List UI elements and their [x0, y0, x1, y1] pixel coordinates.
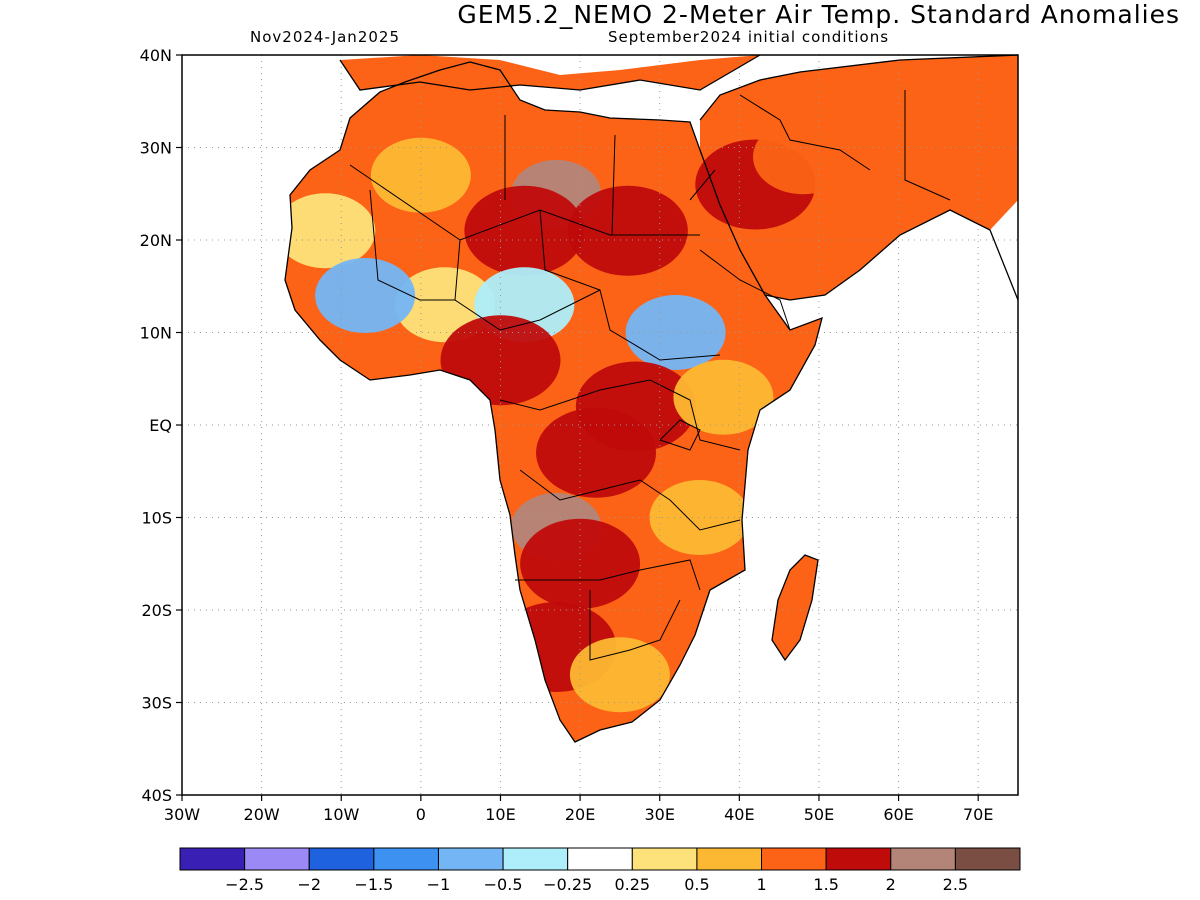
colorbar-labels: −2.5 −2 −1.5 −1 −0.5 −0.25 0.25 0.5 1 1.5 2 2.5	[225, 875, 968, 894]
africa-coastline	[284, 61, 823, 743]
colorbar-swatch	[825, 847, 892, 871]
latitude-axis: 40N 30N 20N 10N EQ 10S 20S 30S 40S	[140, 46, 182, 805]
colorbar-label: −1.5	[354, 875, 393, 894]
anomaly-region	[315, 258, 416, 333]
europe-coastline	[339, 54, 761, 91]
colorbar-label: 2	[886, 875, 896, 894]
gridlines	[182, 55, 1018, 795]
lon-tick-label: 40E	[724, 805, 754, 824]
colorbar-label: −0.5	[484, 875, 523, 894]
lat-tick-label: 10S	[141, 509, 172, 528]
initial-conditions: September2024 initial conditions	[608, 28, 890, 46]
lon-tick-label: 10W	[323, 805, 359, 824]
anomaly-region	[625, 295, 726, 370]
lon-tick-label: 20W	[244, 805, 280, 824]
country-borders	[349, 90, 951, 661]
colorbar-label: 0.5	[684, 875, 709, 894]
colorbar-swatch	[244, 847, 310, 871]
lon-tick-label: 70E	[963, 805, 993, 824]
coastlines	[284, 54, 1019, 743]
colorbar-swatch	[890, 847, 956, 871]
colorbar-swatch	[179, 847, 246, 871]
colorbar-label: −2	[297, 875, 321, 894]
colorbar-swatch	[631, 847, 698, 871]
colorbar-label: −0.25	[543, 875, 592, 894]
colorbar-label: 1	[756, 875, 766, 894]
lat-tick-label: 40S	[141, 786, 172, 805]
arabia-coastline	[699, 54, 1019, 301]
anomaly-region	[520, 518, 641, 609]
colorbar-swatch	[761, 847, 827, 871]
colorbar-label: 0.25	[614, 875, 650, 894]
colorbar	[179, 847, 1021, 871]
lon-tick-label: 30E	[644, 805, 674, 824]
lon-tick-label: 60E	[883, 805, 913, 824]
lat-tick-label: 20S	[141, 601, 172, 620]
anomaly-region	[464, 185, 585, 276]
lat-tick-label: 30N	[140, 139, 172, 158]
forecast-period: Nov2024-Jan2025	[250, 28, 400, 46]
lat-tick-label: 30S	[141, 694, 172, 713]
lon-tick-label: 0	[416, 805, 426, 824]
lat-tick-label: EQ	[149, 416, 172, 435]
longitude-axis: 30W 20W 10W 0 10E 20E 30E 40E 50E 60E 70E	[164, 795, 993, 824]
anomaly-region	[673, 359, 774, 435]
colorbar-swatch	[954, 847, 1021, 871]
lat-tick-label: 20N	[140, 231, 172, 250]
anomaly-region	[536, 407, 657, 498]
colorbar-swatch	[308, 847, 375, 871]
anomaly-region	[569, 637, 670, 713]
colorbar-swatch	[696, 847, 763, 871]
map-title: GEM5.2_NEMO 2-Meter Air Temp. Standard A…	[457, 0, 1180, 29]
lon-tick-label: 30W	[164, 805, 200, 824]
colorbar-swatch	[567, 847, 633, 871]
anomaly-region	[753, 119, 854, 195]
madagascar-coastline	[771, 554, 819, 662]
lon-tick-label: 20E	[565, 805, 595, 824]
lat-tick-label: 40N	[140, 46, 172, 65]
lon-tick-label: 10E	[485, 805, 515, 824]
anomaly-region	[649, 480, 750, 555]
colorbar-label: 2.5	[943, 875, 968, 894]
lat-tick-label: 10N	[140, 324, 172, 343]
colorbar-label: −2.5	[225, 875, 264, 894]
colorbar-swatch	[502, 847, 569, 871]
anomaly-shading	[285, 55, 1018, 742]
anomaly-region	[285, 193, 376, 269]
lon-tick-label: 50E	[804, 805, 834, 824]
colorbar-swatch	[437, 847, 504, 871]
colorbar-label: 1.5	[813, 875, 838, 894]
colorbar-swatch	[373, 847, 439, 871]
colorbar-label: −1	[427, 875, 451, 894]
anomaly-region	[567, 185, 688, 276]
